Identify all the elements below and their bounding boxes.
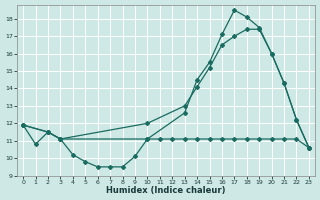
- X-axis label: Humidex (Indice chaleur): Humidex (Indice chaleur): [106, 186, 226, 195]
